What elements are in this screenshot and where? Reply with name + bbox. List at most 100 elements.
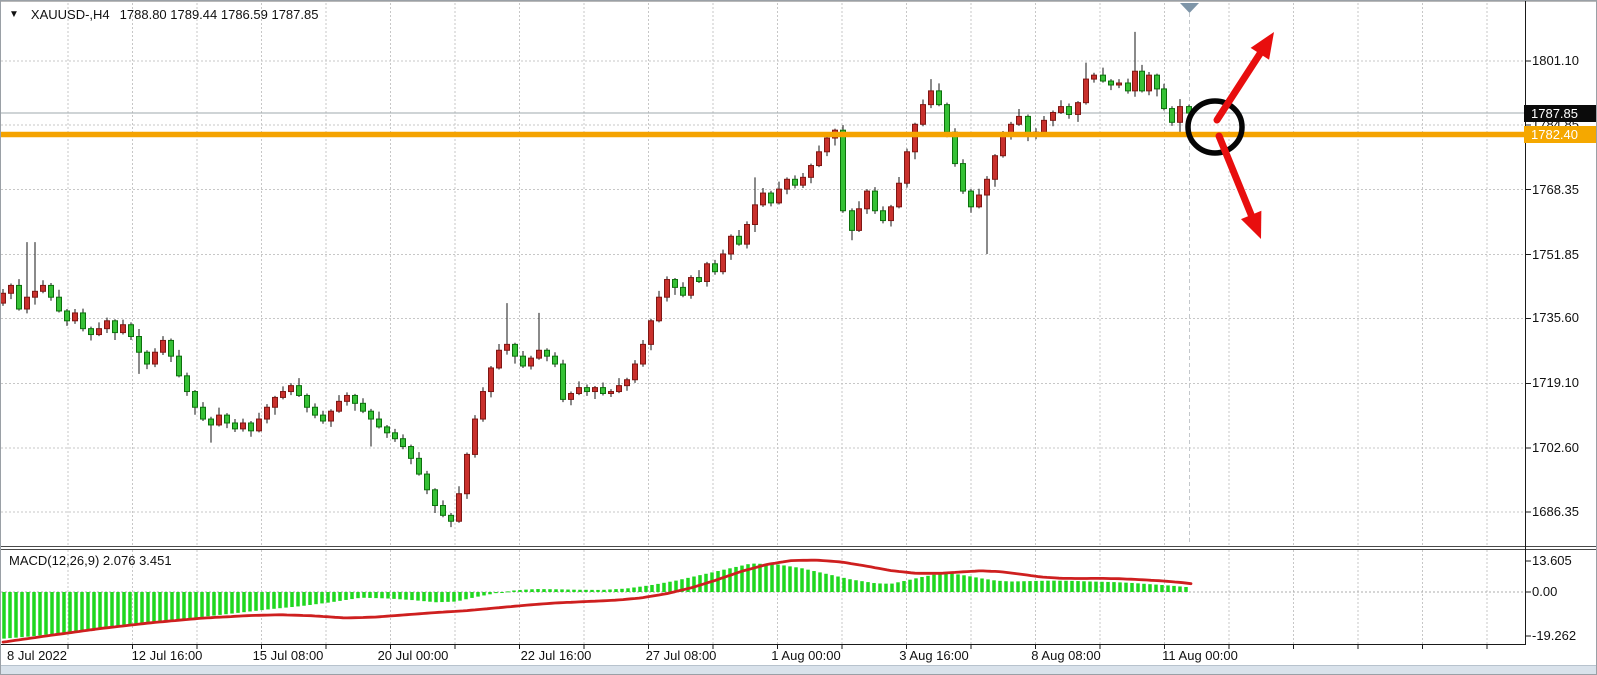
candle-body [120,324,126,334]
trend-arrow-down[interactable] [1215,132,1262,239]
macd-axis-label: 0.00 [1532,584,1558,599]
candle-body [264,406,270,420]
candle-body [744,223,750,245]
candle-body [1016,115,1022,125]
time-axis-label: 15 Jul 08:00 [252,648,324,663]
candle-body [912,123,918,153]
candle-body [104,320,110,330]
candle-body [184,375,190,393]
candle-body [928,90,934,106]
candle-body [824,137,830,153]
time-axis-label: 27 Jul 08:00 [645,648,717,663]
price-axis-label: 1768.35 [1532,181,1579,197]
gridlines [1,3,1525,644]
candle-body [728,235,734,255]
candle-body [1075,102,1081,115]
candle-body [856,208,862,231]
candle-body [488,367,494,393]
candle-body [776,188,782,204]
candle-body [736,235,742,245]
candle-body [1091,74,1097,80]
candle-body [640,343,646,365]
candle-body [600,387,606,395]
candle-body [328,410,334,422]
candle-body [416,457,422,475]
candle-body [880,210,886,222]
candle-body [288,385,294,393]
candle-body [632,363,638,381]
candle-body [520,355,526,367]
trend-arrow-up[interactable] [1213,32,1274,124]
candle-body [944,104,950,133]
candle-body [312,406,318,416]
macd-histogram [2,563,1188,639]
candle-body [296,385,302,396]
price-axis-label: 1801.10 [1532,53,1579,68]
candle-body [672,279,678,288]
time-axis-label: 8 Jul 2022 [7,648,67,663]
candle-body [48,284,54,298]
time-axis-label: 11 Aug 00:00 [1162,648,1238,663]
candle-body [704,263,710,282]
candle-body [144,351,150,365]
candle-body [456,493,462,522]
macd-axis-label: -19.262 [1532,627,1577,643]
candle-body [592,387,598,393]
candle-body [16,284,22,310]
candle-body [80,312,86,330]
candle-body [608,391,614,395]
candle-body [528,357,534,367]
candle-body [968,190,974,208]
candle-body [680,286,686,296]
time-axis-label: 12 Jul 16:00 [131,648,203,663]
candle-body [1169,108,1175,123]
candle-body [192,391,198,408]
candle-body [304,394,310,408]
candle-body [1132,70,1138,92]
symbol-dropdown-icon[interactable]: ▼ [9,9,19,20]
candle-body [248,422,254,432]
candles-layer[interactable] [1,31,1192,528]
candle-body [336,400,342,412]
candle-body [8,284,14,294]
candle-body [424,473,430,491]
candle-body [1058,106,1064,113]
time-axis-label: 8 Aug 08:00 [1031,648,1101,663]
time-axis-label: 20 Jul 00:00 [377,648,449,663]
candle-body [352,394,358,404]
candle-body [1139,70,1145,92]
candle-body [800,176,806,186]
candle-body [1116,82,1122,86]
candle-body [992,155,998,180]
candle-body [152,351,158,365]
candle-body [624,379,630,387]
candle-body [960,163,966,192]
candle-body [224,414,230,424]
candle-body [1177,106,1183,123]
candle-body [448,514,454,522]
candle-body [760,192,766,206]
candle-body [752,204,758,225]
candle-body [208,418,214,426]
candle-body [480,391,486,420]
candle-body [720,253,726,273]
candle-body [864,190,870,210]
candle-body [512,343,518,357]
time-axis-label: 3 Aug 16:00 [899,648,969,663]
price-axis-label: 1686.35 [1532,504,1579,519]
candle-body [616,385,622,393]
candle-body [712,263,718,273]
candle-body [504,343,510,351]
candle-body [88,328,94,336]
candle-body [1100,74,1106,82]
chart-end-marker-icon[interactable] [1180,3,1199,13]
candle-body [176,355,182,377]
candle-body [656,296,662,322]
highlight-circle[interactable] [1185,98,1245,156]
candle-body [240,422,246,430]
candle-body [936,90,942,106]
candle-body [784,178,790,190]
candle-body [688,277,694,296]
